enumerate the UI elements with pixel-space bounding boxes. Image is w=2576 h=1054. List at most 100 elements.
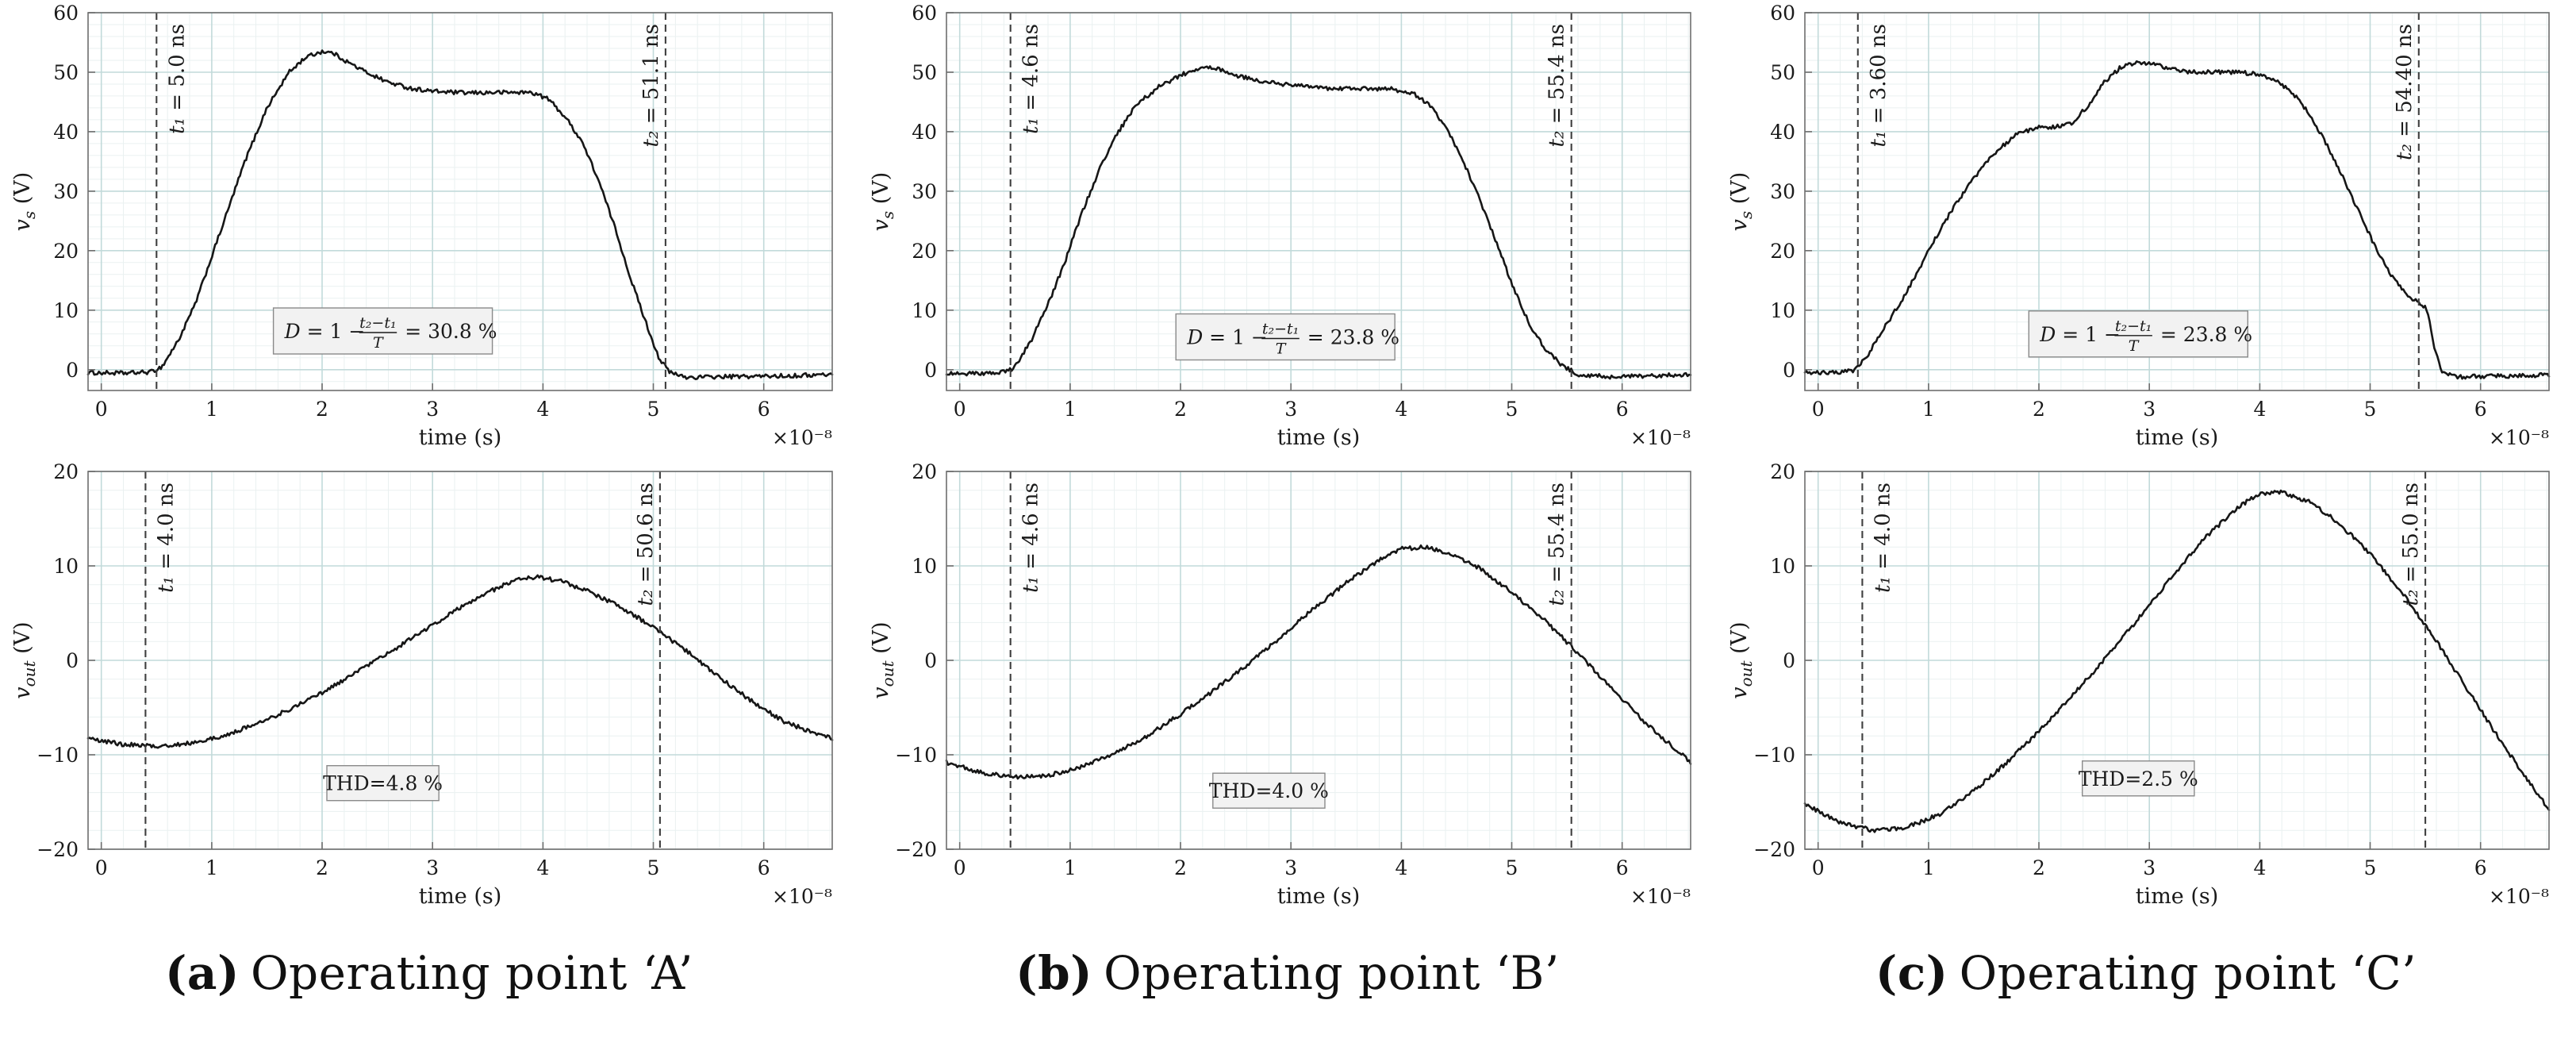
- svg-text:0: 0: [924, 649, 937, 672]
- svg-text:50: 50: [1770, 61, 1795, 84]
- caption-c-text: Operating point ‘C’: [1959, 946, 2417, 1000]
- svg-text:1: 1: [1064, 856, 1077, 879]
- svg-text:= 30.8 %: = 30.8 %: [405, 320, 497, 343]
- caption-b-label: (b): [1015, 946, 1093, 1000]
- svg-text:×10⁻⁸: ×10⁻⁸: [1630, 885, 1691, 908]
- svg-text:1: 1: [205, 856, 218, 879]
- svg-text:2: 2: [1174, 398, 1187, 421]
- svg-text:D = 1 −: D = 1 −: [2039, 323, 2121, 346]
- svg-text:30: 30: [912, 180, 937, 203]
- svg-text:D = 1 −: D = 1 −: [284, 320, 366, 343]
- svg-text:×10⁻⁸: ×10⁻⁸: [772, 426, 832, 449]
- svg-text:0: 0: [924, 359, 937, 382]
- svg-text:60: 60: [1770, 2, 1795, 25]
- svg-text:×10⁻⁸: ×10⁻⁸: [772, 885, 832, 908]
- svg-text:5: 5: [1506, 398, 1518, 421]
- svg-text:2: 2: [316, 398, 328, 421]
- svg-text:THD=2.5 %: THD=2.5 %: [2079, 767, 2198, 790]
- svg-text:2: 2: [316, 856, 328, 879]
- svg-text:4: 4: [536, 856, 549, 879]
- svg-text:vs (V): vs (V): [1727, 172, 1756, 232]
- svg-text:time (s): time (s): [2136, 884, 2219, 909]
- svg-text:t₁ = 4.0 ns: t₁ = 4.0 ns: [1871, 483, 1895, 593]
- svg-text:vout (V): vout (V): [10, 621, 39, 698]
- svg-text:0: 0: [95, 856, 108, 879]
- svg-text:T: T: [373, 334, 384, 352]
- svg-text:10: 10: [912, 555, 937, 578]
- svg-text:0: 0: [66, 649, 79, 672]
- svg-text:vout (V): vout (V): [1727, 621, 1756, 698]
- svg-text:0: 0: [1783, 649, 1795, 672]
- svg-text:40: 40: [1770, 121, 1795, 144]
- svg-text:6: 6: [2474, 398, 2487, 421]
- svg-text:time (s): time (s): [419, 425, 502, 450]
- svg-text:6: 6: [758, 398, 770, 421]
- svg-text:3: 3: [2143, 398, 2156, 421]
- caption-c: (c) Operating point ‘C’: [1717, 917, 2575, 1054]
- svg-text:20: 20: [53, 240, 79, 263]
- svg-text:4: 4: [2253, 398, 2266, 421]
- svg-text:2: 2: [2033, 856, 2045, 879]
- svg-text:10: 10: [912, 299, 937, 322]
- svg-text:20: 20: [1770, 460, 1795, 483]
- svg-text:time (s): time (s): [2136, 425, 2219, 450]
- svg-text:5: 5: [1506, 856, 1518, 879]
- svg-text:4: 4: [1395, 398, 1407, 421]
- svg-text:4: 4: [2253, 856, 2266, 879]
- svg-text:6: 6: [1616, 856, 1629, 879]
- caption-c-label: (c): [1875, 946, 1948, 1000]
- svg-text:5: 5: [647, 398, 660, 421]
- svg-text:1: 1: [1064, 398, 1077, 421]
- svg-text:t₂ = 50.6 ns: t₂ = 50.6 ns: [634, 483, 658, 606]
- svg-text:time (s): time (s): [1277, 425, 1361, 450]
- svg-text:= 23.8 %: = 23.8 %: [1307, 326, 1399, 349]
- column-a: t₁ = 5.0 ns t₂ = 51.1 ns D = 1 − t₂−t₁ T = 30…: [0, 0, 858, 1054]
- svg-text:6: 6: [1616, 398, 1629, 421]
- svg-text:0: 0: [1783, 359, 1795, 382]
- svg-text:10: 10: [1770, 555, 1795, 578]
- svg-text:20: 20: [53, 460, 79, 483]
- svg-text:30: 30: [53, 180, 79, 203]
- svg-text:0: 0: [954, 856, 966, 879]
- chart-vout-b: t₁ = 4.6 ns t₂ = 55.4 ns THD=4.0 % 0 1 2 3 4 5 6 −…: [867, 459, 1708, 917]
- svg-text:20: 20: [912, 460, 937, 483]
- svg-text:T: T: [1276, 340, 1287, 358]
- svg-text:t₁ = 5.0 ns: t₁ = 5.0 ns: [165, 24, 189, 134]
- svg-text:3: 3: [2143, 856, 2156, 879]
- svg-text:5: 5: [647, 856, 660, 879]
- svg-text:5: 5: [2364, 856, 2377, 879]
- svg-text:3: 3: [426, 856, 439, 879]
- svg-text:×10⁻⁸: ×10⁻⁸: [1630, 426, 1691, 449]
- svg-text:t₂−t₁: t₂−t₁: [2115, 317, 2152, 335]
- svg-text:1: 1: [1922, 398, 1935, 421]
- svg-text:×10⁻⁸: ×10⁻⁸: [2489, 885, 2549, 908]
- svg-text:D = 1 −: D = 1 −: [1186, 326, 1268, 349]
- column-c: t₁ = 3.60 ns t₂ = 54.40 ns D = 1 − t₂−t₁ T = …: [1717, 0, 2575, 1054]
- svg-text:0: 0: [1812, 856, 1825, 879]
- svg-text:vs (V): vs (V): [869, 172, 897, 232]
- svg-text:20: 20: [1770, 240, 1795, 263]
- svg-text:−20: −20: [36, 838, 79, 861]
- chart-vs-b: t₁ = 4.6 ns t₂ = 55.4 ns D = 1 − t₂−t₁ T = 23…: [867, 0, 1708, 459]
- svg-text:4: 4: [536, 398, 549, 421]
- svg-text:6: 6: [758, 856, 770, 879]
- svg-text:T: T: [2129, 337, 2140, 355]
- svg-text:20: 20: [912, 240, 937, 263]
- svg-text:1: 1: [205, 398, 218, 421]
- svg-text:10: 10: [53, 299, 79, 322]
- caption-a-label: (a): [164, 946, 240, 1000]
- caption-a-text: Operating point ‘A’: [250, 946, 693, 1000]
- svg-text:5: 5: [2364, 398, 2377, 421]
- caption-b-text: Operating point ‘B’: [1104, 946, 1560, 1000]
- svg-text:4: 4: [1395, 856, 1407, 879]
- svg-text:−20: −20: [895, 838, 937, 861]
- svg-text:vout (V): vout (V): [869, 621, 897, 698]
- svg-text:30: 30: [1770, 180, 1795, 203]
- svg-text:= 23.8 %: = 23.8 %: [2160, 323, 2252, 346]
- svg-text:−10: −10: [36, 744, 79, 767]
- svg-text:0: 0: [66, 359, 79, 382]
- svg-text:0: 0: [95, 398, 108, 421]
- svg-text:6: 6: [2474, 856, 2487, 879]
- column-b: t₁ = 4.6 ns t₂ = 55.4 ns D = 1 − t₂−t₁ T = 23…: [858, 0, 1717, 1054]
- chart-vout-c: t₁ = 4.0 ns t₂ = 55.0 ns THD=2.5 % 0 1 2 3 4 5 6 −…: [1726, 459, 2566, 917]
